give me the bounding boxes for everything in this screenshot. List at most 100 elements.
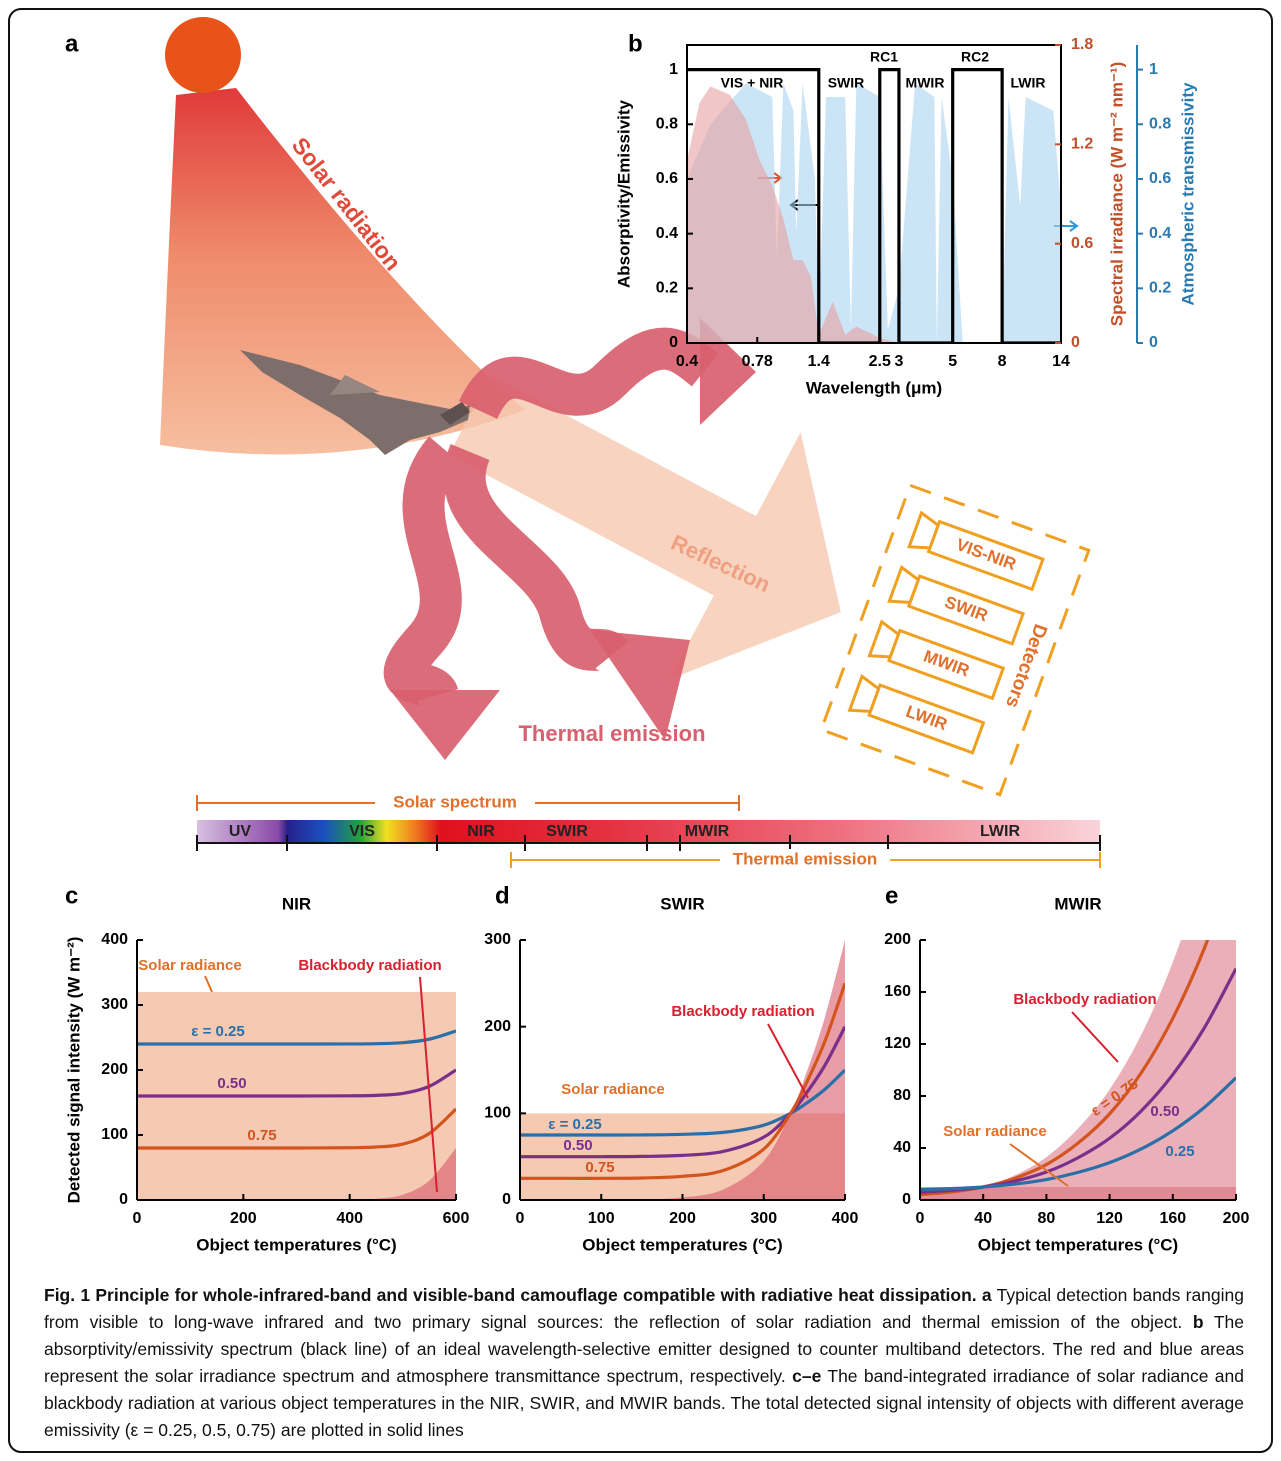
line	[687, 68, 1061, 343]
y2-tick-label: 1.8	[1071, 36, 1093, 53]
caption: Fig. 1 Principle for whole-infrared-band…	[44, 1282, 1244, 1444]
pointer-line	[1009, 1143, 1069, 1187]
y-tick-label: 160	[884, 983, 911, 1000]
x-tick-label: 0	[516, 1210, 525, 1227]
y-tick-label: 0	[119, 1191, 128, 1208]
panel-label: e	[885, 882, 898, 909]
band-annotation: MWIR	[906, 75, 945, 91]
reflection-arrow	[448, 375, 841, 680]
series-label: Blackbody radiation	[1013, 991, 1156, 1008]
x-tick-label: 1.4	[808, 353, 830, 370]
y-axis-title: Absorptivity/Emissivity	[614, 99, 633, 288]
band-annotation: LWIR	[1011, 75, 1046, 91]
x-tick-label: 0.4	[676, 353, 698, 370]
x-tick-label: 200	[669, 1210, 696, 1227]
x-tick-label: 400	[832, 1210, 859, 1227]
thermal-arrows	[383, 327, 719, 708]
series-label: 0.25	[1165, 1143, 1194, 1160]
detector-box	[819, 483, 1091, 797]
sun	[165, 17, 241, 93]
x-tick-label: 5	[948, 353, 957, 370]
label-bg	[720, 849, 890, 871]
caption-text: The band-integrated irradiance of solar …	[44, 1366, 1245, 1440]
chart-title: MWIR	[1054, 894, 1101, 913]
area	[687, 86, 1061, 343]
x-tick-label: 14	[1052, 353, 1070, 370]
area	[137, 1148, 456, 1200]
band-annotation: RC1	[870, 49, 898, 65]
y3-tick-label: 0	[1149, 334, 1158, 351]
thermal-arrowheads	[390, 318, 756, 760]
pointer-line	[1071, 1011, 1119, 1063]
y-tick-label: 0.8	[656, 116, 678, 133]
y3-axis-title: Atmospheric transmissivity	[1178, 82, 1197, 306]
band-label: VIS	[349, 823, 375, 840]
x-axis-title: Wavelength (μm)	[806, 378, 942, 397]
panel-label: c	[65, 882, 78, 909]
series-label: Blackbody radiation	[671, 1003, 814, 1020]
solar-beam	[160, 88, 525, 455]
y2-tick-label: 1.2	[1071, 136, 1093, 153]
series-label: Blackbody radiation	[298, 957, 441, 974]
pointer-line	[767, 1023, 809, 1099]
y3-tick-label: 0.4	[1149, 225, 1171, 242]
series-label: Solar radiance	[943, 1123, 1046, 1140]
area	[520, 940, 845, 1200]
panel-label: d	[495, 882, 510, 909]
band-label: MWIR	[685, 823, 730, 840]
y3-tick-label: 0.6	[1149, 170, 1171, 187]
thermal-emission-label: Thermal emission	[518, 721, 705, 746]
chart-title: SWIR	[660, 894, 704, 913]
x-tick-label: 0.78	[742, 353, 773, 370]
series-label: 0.75	[585, 1159, 614, 1176]
bar-ticks	[196, 835, 1101, 851]
y-tick-label: 400	[101, 931, 128, 948]
y-tick-label: 0.6	[656, 170, 678, 187]
y-tick-label: 0	[502, 1191, 511, 1208]
x-tick-label: 2.5	[869, 353, 891, 370]
solar-spectrum-label: Solar spectrum	[393, 792, 517, 811]
y-tick-label: 0	[669, 334, 678, 351]
y-tick-label: 40	[893, 1139, 911, 1156]
band-annotation: VIS + NIR	[721, 75, 784, 91]
line	[137, 1029, 456, 1046]
series-label: ε = 0.25	[191, 1023, 244, 1040]
y-tick-label: 200	[884, 931, 911, 948]
x-axis-title: Object temperatures (°C)	[196, 1235, 396, 1254]
area	[920, 940, 1236, 1200]
x-tick-label: 160	[1159, 1210, 1186, 1227]
y-tick-label: 300	[484, 931, 511, 948]
x-tick-label: 8	[998, 353, 1007, 370]
band-annotation: RC2	[961, 49, 989, 65]
band-label: LWIR	[980, 823, 1020, 840]
x-tick-label: 300	[750, 1210, 777, 1227]
line	[920, 1076, 1236, 1192]
y-tick-label: 300	[101, 996, 128, 1013]
y-tick-label: 0.2	[656, 280, 678, 297]
series-label: ε = 0.25	[548, 1116, 601, 1133]
y2-tick-label: 0.6	[1071, 235, 1093, 252]
y-tick-label: 120	[884, 1035, 911, 1052]
y2-axis-title: Spectral irradiance (W m⁻² nm⁻¹)	[1107, 62, 1126, 327]
y3-tick-label: 0.8	[1149, 116, 1171, 133]
caption-text: b	[1192, 1312, 1204, 1332]
x-tick-label: 120	[1096, 1210, 1123, 1227]
spectrum-bar	[197, 820, 1100, 843]
series-label: 0.50	[563, 1137, 592, 1154]
line	[520, 1025, 845, 1159]
x-tick-label: 0	[133, 1210, 142, 1227]
x-tick-label: 80	[1038, 1210, 1056, 1227]
line	[137, 1107, 456, 1150]
x-tick-label: 200	[230, 1210, 257, 1227]
caption-text: Typical detection bands ranging from vis…	[44, 1285, 1245, 1332]
series-label: 0.50	[1150, 1103, 1179, 1120]
y3-tick-label: 1	[1149, 61, 1158, 78]
y-tick-label: 100	[101, 1126, 128, 1143]
frame	[8, 8, 1273, 1453]
x-tick-label: 100	[588, 1210, 615, 1227]
label-bg	[375, 792, 535, 814]
caption-text: The absorptivity/emissivity spectrum (bl…	[44, 1312, 1244, 1386]
series-label: Solar radiance	[561, 1081, 664, 1098]
x-tick-label: 0	[916, 1210, 925, 1227]
